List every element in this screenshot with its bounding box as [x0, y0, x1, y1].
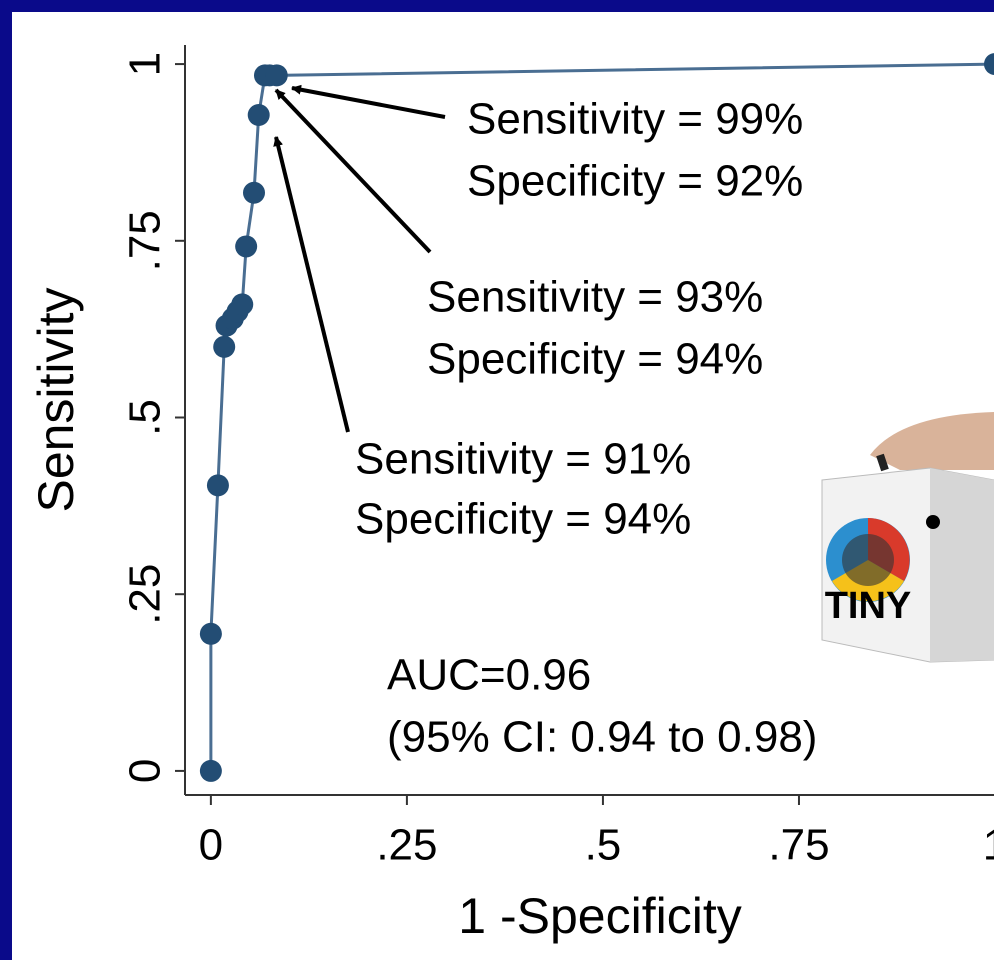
page: {"chart_data": {"type": "line", "x_label… — [0, 0, 994, 960]
x-axis-title: 1 -Specificity — [458, 888, 741, 944]
annotation: Specificity = 94% — [427, 335, 763, 384]
slide: TINY Sensitivity 1 -Specificity 0 .25 .5 .7… — [0, 0, 994, 960]
annotation: Specificity = 92% — [467, 157, 803, 206]
annotation: (95% CI: 0.94 to 0.98) — [387, 713, 817, 762]
roc-point — [266, 64, 288, 86]
x-tick-label: .5 — [585, 821, 622, 870]
y-tick-label: 1 — [121, 52, 170, 76]
x-tick-label: 1 — [983, 821, 994, 870]
annotation: Sensitivity = 99% — [467, 95, 803, 144]
roc-point — [235, 235, 257, 257]
roc-point — [243, 182, 265, 204]
x-tick-label: .75 — [768, 821, 829, 870]
x-tick-label: .25 — [376, 821, 437, 870]
roc-point — [200, 760, 222, 782]
roc-point — [200, 623, 222, 645]
roc-point — [213, 336, 235, 358]
image-label: TINY — [825, 585, 912, 627]
y-tick-label: .5 — [121, 399, 170, 436]
y-axis-title: Sensitivity — [28, 287, 84, 512]
annotation: AUC=0.96 — [387, 651, 591, 700]
y-tick-label: .75 — [121, 210, 170, 271]
annotation: Sensitivity = 93% — [427, 273, 763, 322]
annotation: Sensitivity = 91% — [355, 435, 691, 484]
roc-point — [231, 293, 253, 315]
y-tick-label: .25 — [121, 564, 170, 625]
x-tick-label: 0 — [199, 821, 223, 870]
annotation: Specificity = 94% — [355, 495, 691, 544]
y-tick-label: 0 — [121, 759, 170, 783]
roc-point — [207, 474, 229, 496]
roc-point — [248, 104, 270, 126]
